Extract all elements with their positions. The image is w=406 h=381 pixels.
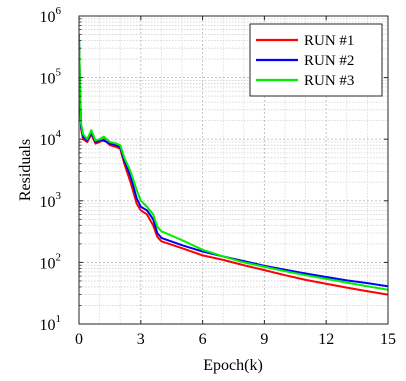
y-tick-label: 105 <box>40 67 62 88</box>
y-axis-title: Residuals <box>17 139 34 201</box>
x-tick-label: 6 <box>199 331 207 348</box>
y-tick-label: 101 <box>40 313 62 334</box>
plot-area <box>79 34 388 296</box>
x-axis-title: Epoch(k) <box>203 357 263 374</box>
y-axis-ticks: 101 102 103 104 105 106 <box>40 5 388 334</box>
series-lines <box>79 34 388 296</box>
x-tick-label: 3 <box>137 331 145 348</box>
y-tick-label: 103 <box>40 190 62 211</box>
y-tick-label: 102 <box>40 251 62 272</box>
y-tick-label: 104 <box>40 128 62 149</box>
legend-label-3: RUN #3 <box>304 73 354 89</box>
series-line-3 <box>79 34 388 291</box>
legend-label-2: RUN #2 <box>304 53 354 69</box>
x-tick-label: 0 <box>75 331 83 348</box>
x-tick-label: 12 <box>318 331 334 348</box>
x-tick-label: 15 <box>380 331 396 348</box>
x-axis-ticks: 0 3 6 9 12 15 <box>75 16 396 348</box>
legend: RUN #1 RUN #2 RUN #3 <box>249 23 383 97</box>
legend-label-1: RUN #1 <box>304 33 354 49</box>
plot-frame <box>78 15 389 325</box>
y-tick-label: 106 <box>40 5 62 26</box>
x-tick-label: 9 <box>260 331 268 348</box>
